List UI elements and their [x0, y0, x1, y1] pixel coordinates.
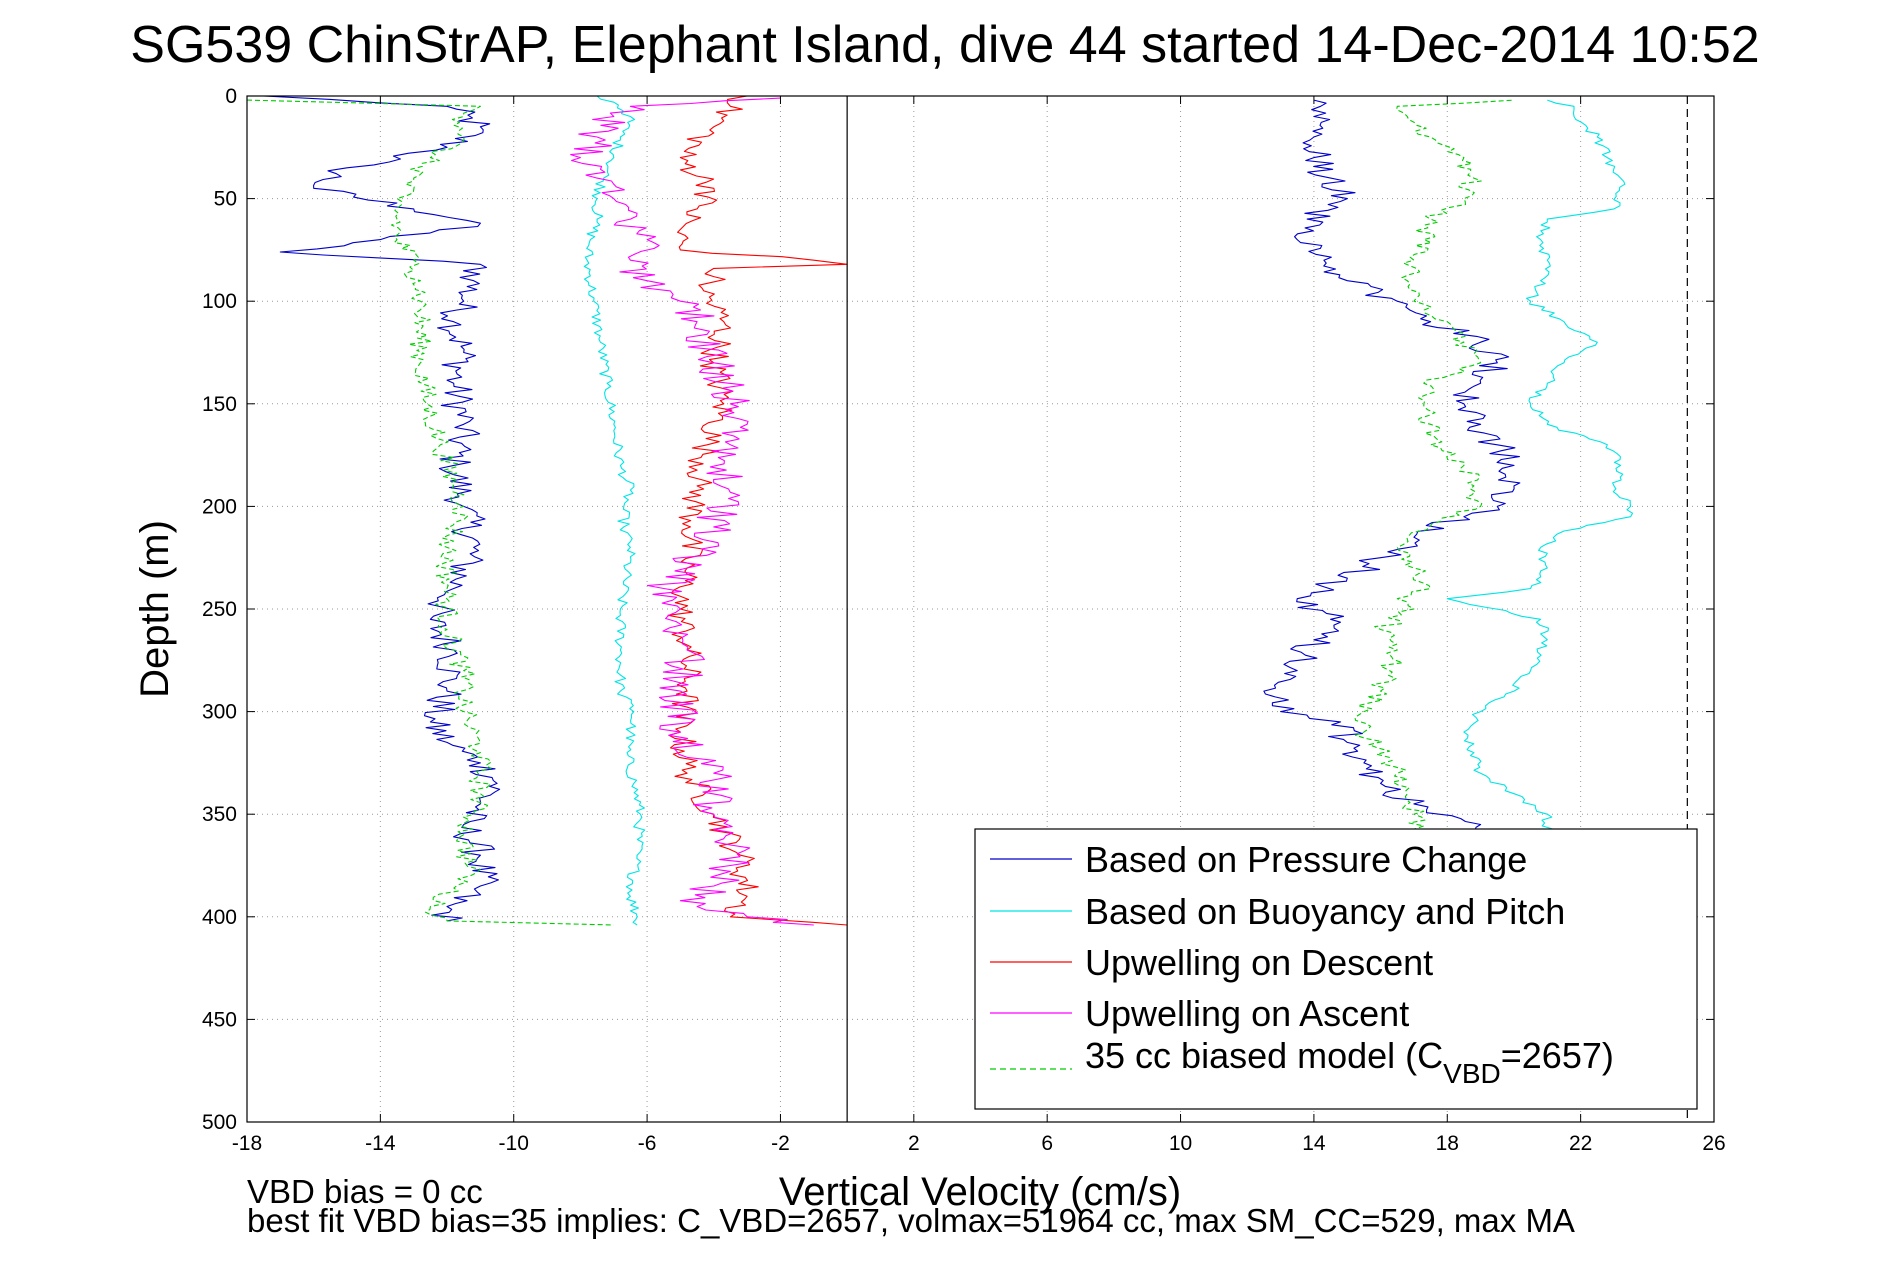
legend-label-buoyancy: Based on Buoyancy and Pitch — [1085, 891, 1565, 932]
y-tick-label: 300 — [202, 701, 237, 724]
legend-label-model-main: 35 cc biased model (C — [1085, 1035, 1443, 1076]
x-tick-label: -18 — [232, 1132, 262, 1155]
y-tick-label: 350 — [202, 803, 237, 826]
series-line-buoyancy — [1446, 99, 1634, 926]
reference-lines — [846, 96, 1688, 1122]
x-tick-label: -2 — [771, 1132, 790, 1155]
series-line-pressure — [263, 95, 501, 922]
x-tick-label: -6 — [638, 1132, 657, 1155]
series-line-descent — [667, 95, 848, 926]
y-tick-label: 500 — [202, 1111, 237, 1134]
y-axis-label: Depth (m) — [133, 520, 177, 698]
series-line-buoyancy — [583, 95, 646, 926]
y-tick-label: 0 — [225, 85, 237, 108]
series-line-pressure — [1263, 99, 1556, 922]
y-tick-label: 100 — [202, 290, 237, 313]
legend: Based on Pressure Change Based on Buoyan… — [974, 828, 1698, 1110]
x-tick-label: 26 — [1702, 1132, 1725, 1155]
x-tick-label: 6 — [1041, 1132, 1053, 1155]
footnote-best-fit: best fit VBD bias=35 implies: C_VBD=2657… — [247, 1202, 1575, 1239]
chart-title: SG539 ChinStrAP, Elephant Island, dive 4… — [130, 16, 1759, 74]
legend-label-descent: Upwelling on Descent — [1085, 942, 1433, 983]
y-tick-label: 150 — [202, 393, 237, 416]
legend-label-model: 35 cc biased model (CVBD=2657) — [1085, 1035, 1614, 1089]
y-axis-ticks: 0 50 100 150 200 250 300 350 400 450 500 — [202, 85, 1714, 1134]
y-tick-label: 200 — [202, 495, 237, 518]
legend-label-model-end: =2657) — [1501, 1035, 1614, 1076]
series-line-model — [1354, 99, 1548, 926]
legend-box — [974, 828, 1698, 1110]
x-axis-label: Vertical Velocity (cm/s) — [779, 1170, 1181, 1214]
x-tick-label: 14 — [1302, 1132, 1326, 1155]
y-tick-label: 400 — [202, 906, 237, 929]
y-tick-label: 450 — [202, 1008, 237, 1031]
x-tick-label: 18 — [1436, 1132, 1459, 1155]
legend-label-pressure: Based on Pressure Change — [1085, 839, 1527, 880]
x-tick-label: 10 — [1169, 1132, 1192, 1155]
legend-label-model-subscript: VBD — [1443, 1058, 1501, 1089]
footnote-vbd-bias: VBD bias = 0 cc — [247, 1173, 483, 1210]
x-tick-label: 2 — [908, 1132, 920, 1155]
legend-label-ascent: Upwelling on Ascent — [1085, 993, 1409, 1034]
series-layer — [246, 95, 1634, 926]
series-line-ascent — [570, 97, 814, 926]
y-tick-label: 50 — [214, 188, 237, 211]
x-tick-label: 22 — [1569, 1132, 1592, 1155]
y-tick-label: 250 — [202, 598, 237, 621]
x-tick-label: -14 — [365, 1132, 396, 1155]
x-axis-ticks: -18 -14 -10 -6 -2 2 6 10 14 18 22 26 — [232, 96, 1726, 1155]
x-tick-label: -10 — [499, 1132, 529, 1155]
series-line-model — [246, 99, 614, 926]
